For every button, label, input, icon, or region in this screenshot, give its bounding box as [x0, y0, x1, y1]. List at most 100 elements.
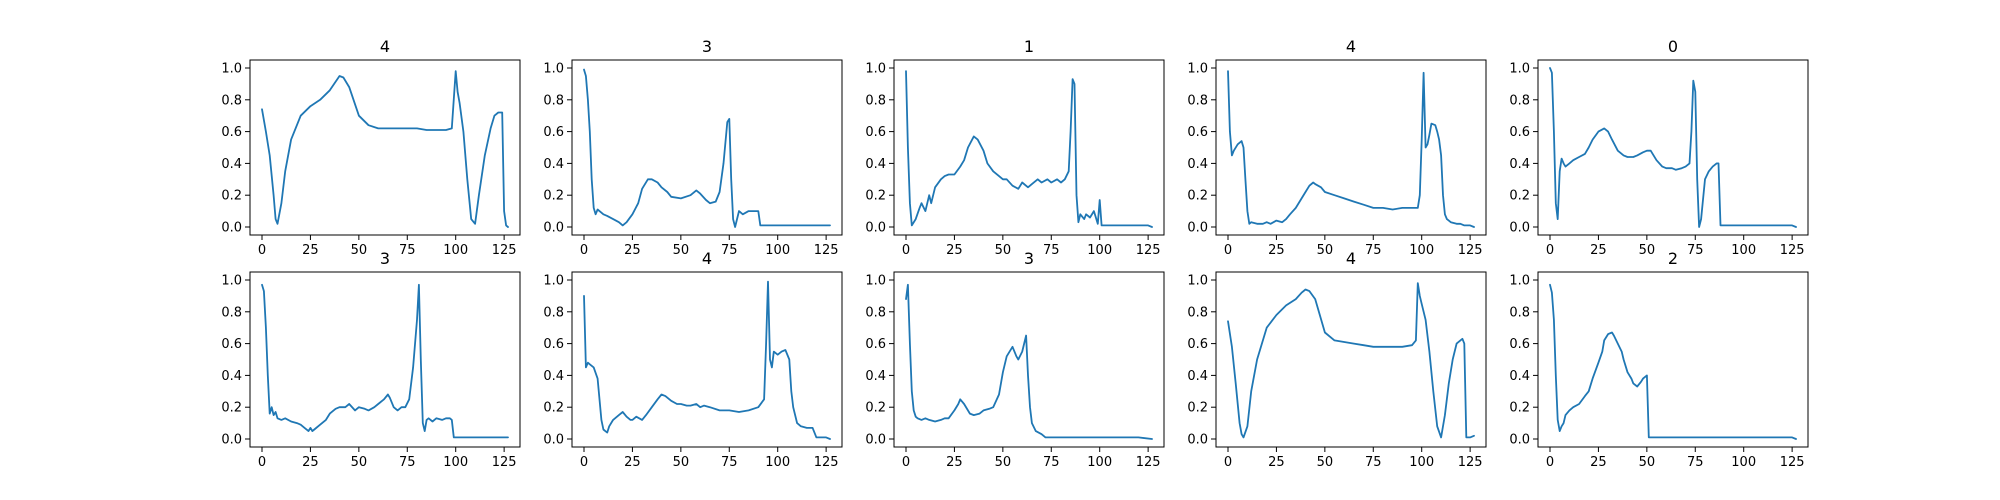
y-tick-label: 0.8 — [543, 93, 564, 108]
x-tick-label: 50 — [995, 455, 1012, 470]
y-tick-label: 0.4 — [865, 369, 886, 384]
y-tick-label: 1.0 — [1509, 62, 1530, 77]
y-tick-label: 0.0 — [1187, 221, 1208, 236]
y-tick-label: 1.0 — [865, 62, 886, 77]
series-line — [261, 283, 509, 439]
x-tick-label: 100 — [1087, 455, 1112, 470]
subplot-title: 3 — [1024, 249, 1034, 268]
x-tick-label: 0 — [1546, 455, 1554, 470]
subplot-4: 4 0 25 50 75 100 125 0.0 0.2 0.4 0.6 0.8 1.0 — [1187, 37, 1487, 258]
x-tick-label: 125 — [814, 455, 839, 470]
y-tick-label: 0.2 — [865, 401, 886, 416]
y-tick-label: 0.8 — [221, 305, 242, 320]
x-tick-label: 75 — [1043, 243, 1060, 258]
y-tick-label: 0.2 — [543, 189, 564, 204]
x-tick-label: 0 — [258, 243, 266, 258]
x-tick-label: 75 — [721, 455, 738, 470]
y-tick-label: 0.0 — [221, 433, 242, 448]
series-line — [583, 280, 831, 440]
series-line — [1227, 70, 1475, 228]
y-tick-label: 0.0 — [865, 221, 886, 236]
x-tick-label: 50 — [673, 455, 690, 470]
x-tick-label: 125 — [814, 243, 839, 258]
x-tick-label: 75 — [1365, 455, 1382, 470]
y-tick-label: 0.0 — [1509, 221, 1530, 236]
y-tick-label: 0.4 — [1187, 369, 1208, 384]
y-tick-label: 0.2 — [221, 401, 242, 416]
x-tick-label: 50 — [351, 455, 368, 470]
series-line — [261, 70, 509, 228]
axes-frame — [571, 271, 843, 448]
x-tick-label: 25 — [302, 243, 319, 258]
x-tick-label: 100 — [1087, 243, 1112, 258]
y-tick-label: 1.0 — [865, 274, 886, 289]
x-tick-label: 25 — [946, 455, 963, 470]
subplot-title: 3 — [702, 37, 712, 56]
y-tick-label: 0.0 — [1187, 433, 1208, 448]
y-tick-label: 0.2 — [1509, 401, 1530, 416]
x-tick-label: 0 — [258, 455, 266, 470]
x-tick-label: 75 — [1687, 243, 1704, 258]
subplot-title: 4 — [380, 37, 390, 56]
x-tick-label: 50 — [1317, 455, 1334, 470]
x-tick-label: 75 — [399, 243, 416, 258]
y-tick-label: 0.4 — [1187, 157, 1208, 172]
x-tick-label: 75 — [721, 243, 738, 258]
axes-frame — [571, 59, 843, 236]
subplot-7: 4 0 25 50 75 100 125 0.0 0.2 0.4 0.6 0.8 1.0 — [543, 249, 843, 470]
y-tick-label: 0.4 — [543, 369, 564, 384]
x-tick-label: 25 — [1268, 243, 1285, 258]
y-tick-label: 0.6 — [1509, 125, 1530, 140]
x-tick-label: 0 — [1224, 455, 1232, 470]
y-tick-label: 0.6 — [543, 337, 564, 352]
y-tick-label: 0.2 — [1187, 189, 1208, 204]
y-tick-label: 0.4 — [543, 157, 564, 172]
y-tick-label: 0.8 — [1187, 305, 1208, 320]
x-tick-label: 50 — [351, 243, 368, 258]
series-line — [1227, 282, 1475, 439]
y-tick-label: 0.4 — [221, 369, 242, 384]
y-tick-label: 1.0 — [1187, 274, 1208, 289]
subplot-title: 4 — [1346, 37, 1356, 56]
x-tick-label: 75 — [1365, 243, 1382, 258]
y-tick-label: 0.2 — [221, 189, 242, 204]
x-tick-label: 25 — [302, 455, 319, 470]
subplot-title: 4 — [1346, 249, 1356, 268]
x-tick-label: 100 — [765, 455, 790, 470]
y-tick-label: 0.0 — [221, 221, 242, 236]
subplot-5: 0 0 25 50 75 100 125 0.0 0.2 0.4 0.6 0.8 1.0 — [1509, 37, 1809, 258]
axes-frame — [1537, 271, 1809, 448]
axes-frame — [1537, 59, 1809, 236]
y-tick-label: 0.0 — [543, 433, 564, 448]
x-tick-label: 100 — [1409, 455, 1434, 470]
x-tick-label: 25 — [1590, 243, 1607, 258]
series-line — [905, 70, 1153, 228]
y-tick-label: 0.2 — [543, 401, 564, 416]
x-tick-label: 0 — [1224, 243, 1232, 258]
y-tick-label: 0.0 — [1509, 433, 1530, 448]
y-tick-label: 0.4 — [1509, 157, 1530, 172]
axes-frame — [249, 271, 521, 448]
axes-frame — [249, 59, 521, 236]
series-line — [1549, 283, 1797, 440]
y-tick-label: 0.4 — [221, 157, 242, 172]
x-tick-label: 100 — [765, 243, 790, 258]
y-tick-label: 1.0 — [221, 62, 242, 77]
subplot-9: 4 0 25 50 75 100 125 0.0 0.2 0.4 0.6 0.8 1.0 — [1187, 249, 1487, 470]
subplot-title: 1 — [1024, 37, 1034, 56]
subplot-10: 2 0 25 50 75 100 125 0.0 0.2 0.4 0.6 0.8 1.0 — [1509, 249, 1809, 470]
x-tick-label: 75 — [399, 455, 416, 470]
y-tick-label: 0.6 — [1187, 125, 1208, 140]
y-tick-label: 1.0 — [1509, 274, 1530, 289]
x-tick-label: 0 — [580, 455, 588, 470]
y-tick-label: 0.8 — [865, 93, 886, 108]
y-tick-label: 0.8 — [543, 305, 564, 320]
x-tick-label: 0 — [902, 455, 910, 470]
y-tick-label: 0.2 — [1187, 401, 1208, 416]
x-tick-label: 100 — [1409, 243, 1434, 258]
x-tick-label: 50 — [1639, 455, 1656, 470]
y-tick-label: 0.6 — [865, 125, 886, 140]
y-tick-label: 0.8 — [1187, 93, 1208, 108]
x-tick-label: 125 — [1136, 455, 1161, 470]
